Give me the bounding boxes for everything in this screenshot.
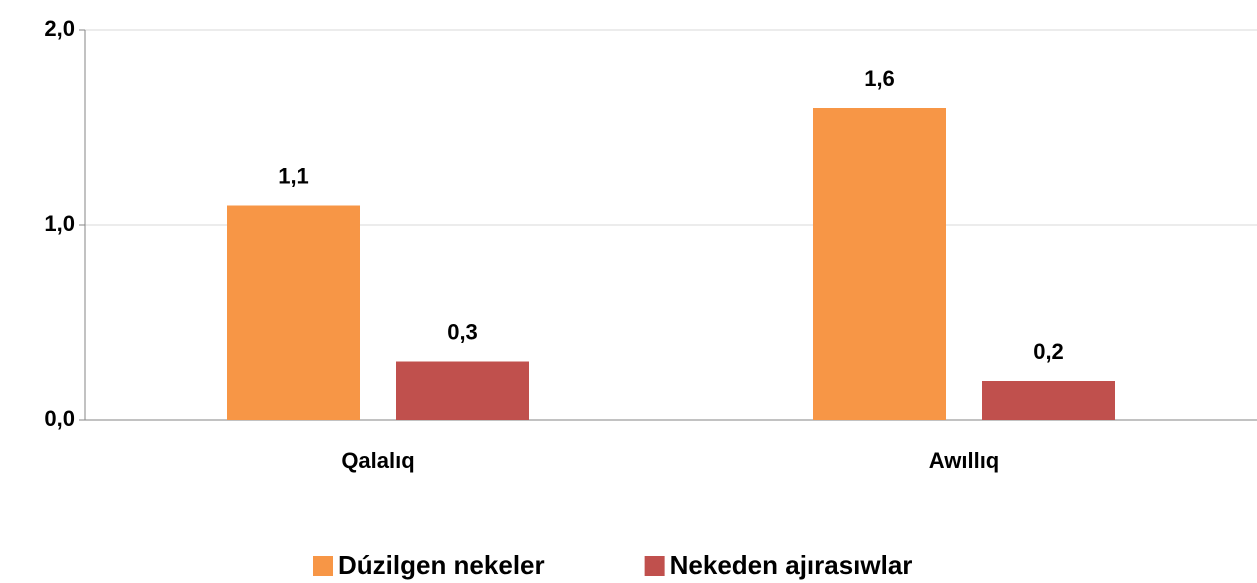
y-tick-label: 2,0 — [44, 16, 75, 41]
legend-label: Dúzilgen nekeler — [338, 550, 545, 580]
bar — [813, 108, 946, 420]
y-tick-label: 1,0 — [44, 211, 75, 236]
legend-label: Nekeden ajırasıwlar — [670, 550, 913, 580]
data-label: 0,2 — [1033, 339, 1064, 364]
bar — [227, 205, 360, 420]
data-label: 0,3 — [447, 319, 478, 344]
legend-swatch — [313, 556, 333, 576]
bar — [396, 361, 529, 420]
bar — [982, 381, 1115, 420]
data-label: 1,1 — [278, 163, 309, 188]
legend-swatch — [644, 556, 665, 576]
data-label: 1,6 — [864, 66, 895, 91]
y-tick-label: 0,0 — [44, 406, 75, 431]
x-tick-label: Awıllıq — [929, 448, 1000, 473]
x-tick-label: Qalalıq — [341, 448, 414, 473]
